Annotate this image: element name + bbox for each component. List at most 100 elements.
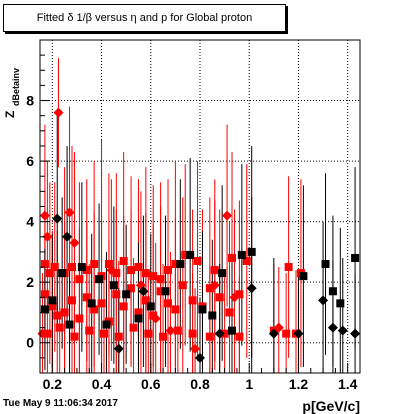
data-point-square bbox=[210, 266, 219, 275]
data-point-square bbox=[164, 299, 172, 308]
data-point-diamond bbox=[106, 265, 117, 276]
data-point-square bbox=[65, 320, 74, 329]
data-point-square bbox=[102, 320, 111, 329]
data-point-square bbox=[321, 260, 330, 269]
data-point-square bbox=[97, 299, 106, 308]
data-point-square bbox=[109, 281, 118, 290]
data-point-square bbox=[159, 332, 168, 341]
data-point-square bbox=[104, 260, 113, 269]
y-axis-label-main: Z bbox=[3, 111, 17, 118]
data-point-square bbox=[134, 263, 143, 272]
data-point-square bbox=[40, 305, 49, 314]
data-point-square bbox=[50, 263, 59, 272]
data-point-square bbox=[82, 266, 91, 275]
data-point-square bbox=[90, 305, 99, 314]
data-point-square bbox=[134, 314, 143, 323]
data-point-diamond bbox=[195, 352, 205, 363]
data-point-square bbox=[75, 275, 84, 284]
data-point-diamond bbox=[229, 292, 240, 303]
data-point-square bbox=[205, 332, 214, 341]
data-point-square bbox=[114, 332, 123, 341]
chart-title: Fitted δ 1/β versus η and p for Global p… bbox=[36, 12, 253, 24]
data-point-square bbox=[119, 302, 128, 311]
x-axis-label: p[GeV/c] bbox=[302, 398, 360, 414]
x-tick-label: 1 bbox=[245, 376, 253, 392]
y-tick-label: 4 bbox=[26, 214, 34, 230]
data-point-square bbox=[188, 296, 197, 305]
x-tick-label: 0.8 bbox=[190, 376, 210, 392]
data-point-square bbox=[77, 263, 86, 272]
data-point-diamond bbox=[165, 325, 176, 336]
data-point-square bbox=[171, 260, 180, 269]
data-point-square bbox=[95, 275, 104, 284]
data-point-diamond bbox=[64, 207, 75, 218]
data-point-square bbox=[218, 269, 227, 278]
data-point-diamond bbox=[209, 280, 220, 291]
data-point-square bbox=[75, 314, 84, 323]
y-axis-label: Z dBetainv bbox=[3, 68, 21, 118]
y-tick-label: 0 bbox=[26, 335, 34, 351]
data-point-diamond bbox=[113, 343, 124, 354]
data-point-square bbox=[228, 253, 236, 262]
data-point-square bbox=[188, 329, 197, 338]
x-tick-labels: 0.2 0.4 0.6 0.8 1 1.2 1.4 bbox=[43, 376, 358, 392]
timestamp: Tue May 9 11:06:34 2017 bbox=[3, 398, 118, 409]
data-point-square bbox=[82, 293, 91, 302]
data-point-square bbox=[144, 329, 153, 338]
data-point-square bbox=[235, 290, 244, 299]
data-point-square bbox=[284, 263, 293, 272]
data-point-diamond bbox=[190, 343, 201, 354]
y-tick-label: 8 bbox=[26, 93, 34, 109]
data-point-square bbox=[112, 269, 121, 278]
data-point-diamond bbox=[150, 313, 161, 324]
data-point-square bbox=[299, 272, 308, 281]
data-point-square bbox=[40, 260, 49, 269]
data-point-square bbox=[164, 266, 172, 275]
data-point-square bbox=[193, 256, 202, 265]
title-box: Fitted δ 1/β versus η and p for Global p… bbox=[3, 4, 286, 32]
data-point-square bbox=[161, 287, 170, 296]
data-point-square bbox=[129, 323, 138, 332]
data-point-square bbox=[58, 269, 67, 278]
data-point-diamond bbox=[318, 295, 329, 306]
error-bars bbox=[41, 58, 356, 373]
data-point-square bbox=[351, 253, 360, 262]
data-point-diamond bbox=[327, 322, 338, 333]
y-tick-labels: 0 2 4 6 8 bbox=[26, 93, 34, 351]
data-point-square bbox=[198, 305, 207, 314]
data-point-diamond bbox=[293, 328, 304, 339]
data-point-square bbox=[85, 326, 94, 335]
data-point-diamond bbox=[62, 231, 73, 242]
data-point-diamond bbox=[222, 210, 233, 221]
data-point-square bbox=[134, 308, 143, 317]
data-point-diamond bbox=[268, 328, 279, 339]
data-markers bbox=[37, 107, 361, 363]
data-point-square bbox=[70, 332, 79, 341]
data-point-square bbox=[186, 250, 195, 259]
data-point-square bbox=[171, 305, 180, 314]
x-tick-label: 0.4 bbox=[92, 376, 112, 392]
y-tick-label: 6 bbox=[26, 153, 34, 169]
data-point-diamond bbox=[214, 328, 225, 339]
data-point-square bbox=[235, 332, 244, 341]
data-point-square bbox=[87, 299, 96, 308]
data-point-square bbox=[112, 290, 121, 299]
data-point-diamond bbox=[138, 286, 149, 297]
data-point-square bbox=[228, 326, 236, 335]
data-point-square bbox=[149, 311, 158, 320]
data-point-diamond bbox=[52, 213, 63, 224]
data-point-square bbox=[68, 263, 76, 272]
data-point-square bbox=[127, 266, 136, 275]
y-axis-label-subscript: dBetainv bbox=[11, 68, 21, 106]
data-point-square bbox=[176, 260, 185, 269]
data-point-diamond bbox=[42, 231, 53, 242]
data-point-square bbox=[242, 256, 251, 265]
data-point-square bbox=[60, 308, 69, 317]
x-tick-label: 1.4 bbox=[338, 376, 358, 392]
data-point-square bbox=[173, 326, 182, 335]
data-point-diamond bbox=[69, 237, 80, 248]
data-point-square bbox=[328, 287, 337, 296]
data-point-square bbox=[208, 311, 217, 320]
data-point-diamond bbox=[273, 322, 284, 333]
